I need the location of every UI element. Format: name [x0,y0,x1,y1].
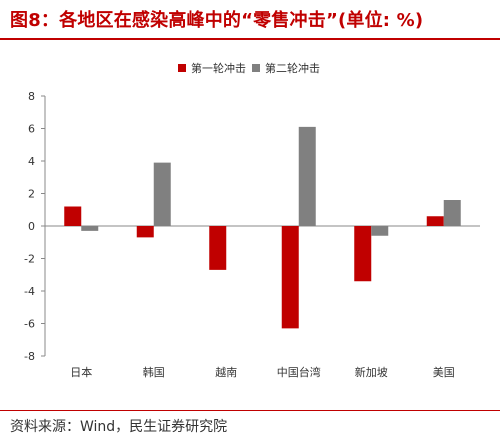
bar-first-wave [64,206,82,226]
title-bar: 图8：各地区在感染高峰中的“零售冲击”(单位: %) [0,0,500,40]
legend-swatch [178,64,186,72]
y-tick-label: -4 [24,285,35,298]
y-tick-label: 0 [28,220,35,233]
y-tick-label: 2 [28,188,35,201]
y-tick-label: 4 [28,155,35,168]
x-category-label: 中国台湾 [277,365,321,379]
legend-label: 第一轮冲击 [191,61,246,75]
legend-label: 第二轮冲击 [265,61,320,75]
source-rule [0,410,500,411]
x-category-label: 新加坡 [355,365,388,379]
y-tick-label: 6 [28,123,35,136]
bar-first-wave [281,226,299,329]
y-tick-label: 8 [28,90,35,103]
y-tick-label: -2 [24,253,35,266]
bar-second-wave [81,226,99,231]
x-category-label: 越南 [215,365,237,379]
bar-second-wave [298,126,316,226]
source-note: 资料来源：Wind，民生证券研究院 [10,419,228,435]
bar-first-wave [136,226,154,238]
y-tick-label: -8 [24,350,35,363]
chart-title: 图8：各地区在感染高峰中的“零售冲击”(单位: %) [10,10,424,31]
x-category-label: 韩国 [143,365,165,379]
title-rule [0,38,500,40]
bar-chart: 8 6 4 2 0 -2 -4 -6 -8 日本 韩国 越南 中国台湾 新加坡 美国 第一轮冲击 第二轮冲击 [24,61,480,379]
y-tick-label: -6 [24,318,35,331]
bar-first-wave [354,226,372,282]
legend-swatch [252,64,260,72]
bar-first-wave [426,216,444,226]
x-category-label: 美国 [433,366,455,379]
x-category-label: 日本 [70,365,92,379]
bar-second-wave [371,226,389,236]
bar-first-wave [209,226,227,270]
bar-second-wave [443,200,461,226]
bar-second-wave [153,162,171,226]
